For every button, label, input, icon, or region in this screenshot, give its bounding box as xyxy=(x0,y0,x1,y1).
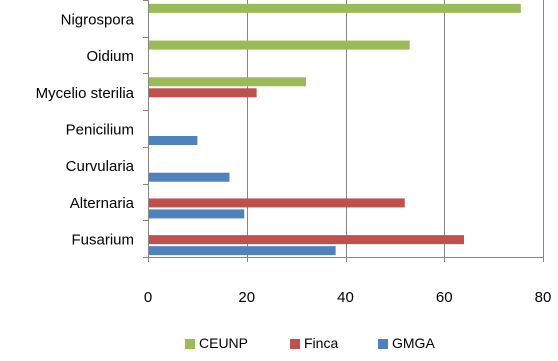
category-labels: Nigrospora Oidium Mycelio sterilia Penicili… xyxy=(36,11,135,248)
bar-ceunp-oidium xyxy=(149,40,410,50)
x-tick-label: 60 xyxy=(436,289,453,306)
category-label: Curvularia xyxy=(66,158,135,175)
x-tick-label: 0 xyxy=(144,289,152,306)
bar-gmga-alternaria xyxy=(149,209,245,219)
gridlines xyxy=(247,0,544,257)
category-label: Oidium xyxy=(86,48,134,65)
x-tick-label: 20 xyxy=(238,289,255,306)
bar-finca-alternaria xyxy=(149,198,405,208)
legend-swatch xyxy=(185,339,195,349)
legend-swatch xyxy=(290,339,300,349)
bar-finca-mycelio-sterilia xyxy=(149,88,257,98)
bar-finca-fusarium xyxy=(149,235,464,245)
legend: CEUNP Finca GMGA xyxy=(185,335,435,351)
category-label: Nigrospora xyxy=(61,11,135,28)
legend-swatch xyxy=(378,339,388,349)
bar-gmga-curvularia xyxy=(149,172,230,182)
bar-ceunp-mycelio-sterilia xyxy=(149,77,306,87)
category-label: Penicilium xyxy=(66,122,134,139)
bar-ceunp-nigrospora xyxy=(149,3,521,13)
bars xyxy=(149,3,521,256)
axes xyxy=(143,0,544,262)
category-label: Mycelio sterilia xyxy=(36,85,135,102)
x-tick-label: 80 xyxy=(535,289,552,306)
legend-label: CEUNP xyxy=(199,335,248,351)
category-label: Fusarium xyxy=(71,232,134,249)
bar-gmga-fusarium xyxy=(149,246,336,256)
bar-gmga-penicilium xyxy=(149,136,198,145)
legend-label: GMGA xyxy=(392,335,435,351)
x-tick-label: 40 xyxy=(337,289,354,306)
category-label: Alternaria xyxy=(70,195,135,212)
x-tick-labels: 0 20 40 60 80 xyxy=(144,289,552,306)
legend-label: Finca xyxy=(304,335,338,351)
